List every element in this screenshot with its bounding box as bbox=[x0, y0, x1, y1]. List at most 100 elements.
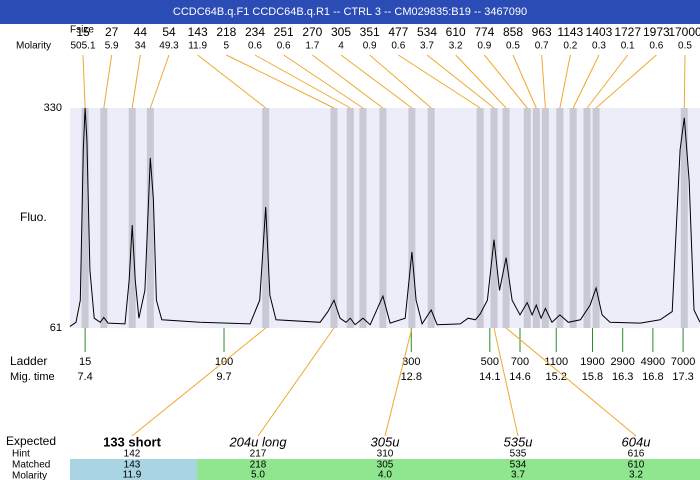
matched: 143 bbox=[124, 460, 141, 471]
ladder-time: 17.3 bbox=[672, 371, 693, 383]
hint: 535 bbox=[510, 449, 527, 460]
peak-connector bbox=[559, 54, 571, 109]
match-connector bbox=[131, 327, 267, 437]
peak-molarity: 505.1 bbox=[70, 41, 95, 52]
header-bar bbox=[0, 0, 700, 24]
ladder-size: 7000 bbox=[671, 356, 695, 368]
peak-band bbox=[379, 108, 387, 328]
match-cell bbox=[70, 459, 197, 480]
peak-size: 27 bbox=[105, 25, 119, 39]
peak-connector bbox=[283, 54, 364, 109]
match-connector bbox=[257, 327, 335, 437]
peak-molarity: 11.9 bbox=[188, 41, 207, 52]
peak-band bbox=[330, 108, 338, 328]
expected-name: 535u bbox=[504, 434, 533, 449]
peak-connector bbox=[483, 54, 528, 109]
trace bbox=[69, 107, 700, 327]
peak-band bbox=[262, 108, 270, 328]
peak-molarity: 0.9 bbox=[363, 41, 377, 52]
hint: 217 bbox=[250, 449, 267, 460]
peak-size: 143 bbox=[188, 25, 208, 39]
ladder-time: 12.8 bbox=[401, 371, 422, 383]
row-label: Matched bbox=[12, 460, 50, 471]
y-tick-label: 61 bbox=[50, 322, 62, 334]
peak-connector bbox=[683, 54, 686, 109]
peak-size: 477 bbox=[388, 25, 408, 39]
peak-molarity: 5 bbox=[224, 41, 230, 52]
peak-band bbox=[346, 108, 354, 328]
ladder-time: 15.8 bbox=[582, 371, 603, 383]
peak-size: 15 bbox=[76, 25, 90, 39]
peak-band bbox=[541, 108, 549, 328]
peak-size: 858 bbox=[503, 25, 523, 39]
peak-connector bbox=[340, 54, 413, 109]
expected-label: Expected bbox=[6, 434, 56, 448]
peak-connector bbox=[82, 54, 86, 109]
matched: 218 bbox=[250, 460, 267, 471]
ladder-size: 15 bbox=[79, 356, 91, 368]
peak-molarity: 0.6 bbox=[277, 41, 291, 52]
peak-connector bbox=[512, 54, 537, 109]
peak-connector bbox=[455, 54, 507, 109]
peak-connector bbox=[541, 54, 546, 109]
peak-band bbox=[427, 108, 435, 328]
peak-band bbox=[146, 108, 154, 328]
peak-band bbox=[556, 108, 564, 328]
expected-name: 204u long bbox=[228, 434, 287, 449]
peak-connector bbox=[103, 54, 113, 109]
peak-molarity: 3.7 bbox=[420, 41, 434, 52]
peak-size: 1403 bbox=[586, 25, 613, 39]
peak-molarity: 5.9 bbox=[105, 41, 119, 52]
peak-band bbox=[81, 108, 89, 328]
molarity: 3.7 bbox=[511, 470, 525, 480]
peak-band bbox=[523, 108, 531, 328]
ladder-time: 7.4 bbox=[77, 371, 92, 383]
peak-connector bbox=[426, 54, 495, 109]
ladder-time: 14.1 bbox=[479, 371, 500, 383]
peak-band bbox=[128, 108, 136, 328]
peak-band bbox=[359, 108, 367, 328]
peak-molarity: 1.7 bbox=[305, 41, 319, 52]
ladder-label: Ladder bbox=[10, 354, 47, 368]
ladder-size: 700 bbox=[511, 356, 529, 368]
ladder-size: 2900 bbox=[610, 356, 634, 368]
molarity: 5.0 bbox=[251, 470, 265, 480]
peak-molarity: 4 bbox=[338, 41, 344, 52]
peak-size: 1143 bbox=[557, 25, 583, 39]
peak-band bbox=[476, 108, 484, 328]
y-tick-label: 330 bbox=[44, 102, 62, 114]
y-axis-label: Fluo. bbox=[20, 210, 47, 224]
peak-size: 234 bbox=[245, 25, 265, 39]
peak-connector bbox=[197, 54, 267, 109]
peak-band bbox=[408, 108, 416, 328]
peak-size: 1727 bbox=[614, 25, 641, 39]
ladder-size: 1100 bbox=[544, 356, 568, 368]
ladder-size: 1900 bbox=[580, 356, 604, 368]
matched: 305 bbox=[377, 460, 394, 471]
expected-name: 133 short bbox=[103, 434, 161, 449]
peak-connector bbox=[572, 54, 600, 109]
molarity: 4.0 bbox=[378, 470, 392, 480]
peak-molarity: 0.3 bbox=[592, 41, 606, 52]
peak-size: 44 bbox=[134, 25, 148, 39]
matched: 534 bbox=[510, 460, 527, 471]
peak-size: 270 bbox=[302, 25, 322, 39]
match-cell bbox=[322, 459, 450, 480]
hint: 142 bbox=[124, 449, 141, 460]
match-cell bbox=[450, 459, 580, 480]
ladder-time: 16.3 bbox=[612, 371, 633, 383]
match-connector bbox=[493, 327, 519, 437]
ladder-size: 300 bbox=[402, 356, 420, 368]
header-title: CCDC64B.q.F1 CCDC64B.q.R1 -- CTRL 3 -- C… bbox=[173, 6, 527, 18]
ladder-size: 4900 bbox=[641, 356, 665, 368]
size-row-label: Fsize bbox=[70, 25, 94, 36]
peak-size: 54 bbox=[162, 25, 176, 39]
time-label: Mig. time bbox=[10, 371, 55, 383]
peak-molarity: 0.6 bbox=[248, 41, 262, 52]
peak-molarity: 0.6 bbox=[649, 41, 663, 52]
peak-connector bbox=[369, 54, 432, 109]
peak-size: 251 bbox=[274, 25, 294, 39]
peak-connector bbox=[595, 54, 657, 109]
ladder-time: 14.6 bbox=[509, 371, 530, 383]
